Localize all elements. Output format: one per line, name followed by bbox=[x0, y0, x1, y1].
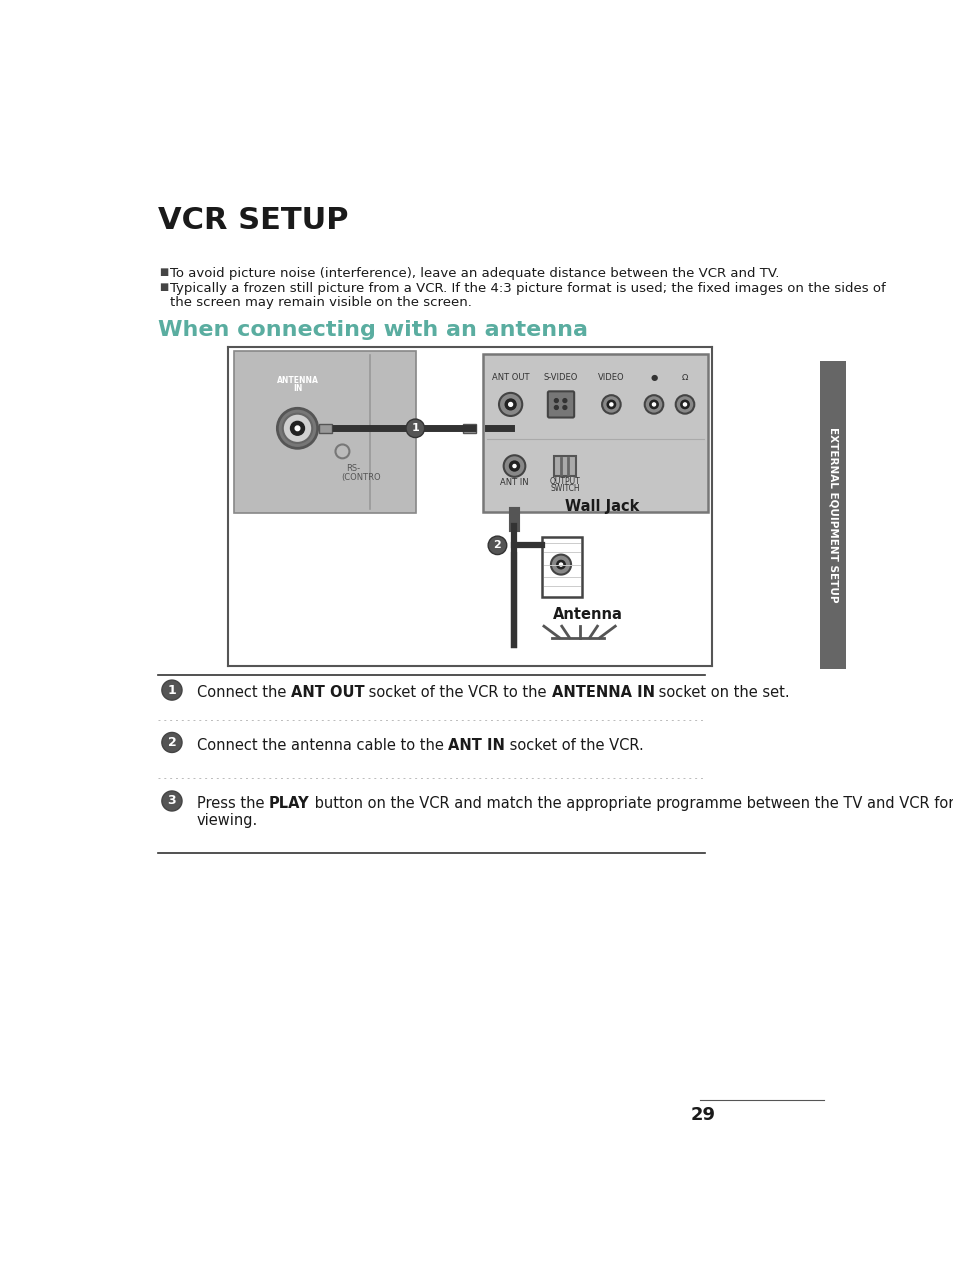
Bar bbox=[319, 424, 332, 432]
Bar bbox=[554, 457, 575, 476]
Circle shape bbox=[282, 413, 312, 443]
Circle shape bbox=[488, 536, 506, 555]
Circle shape bbox=[682, 403, 686, 406]
Circle shape bbox=[498, 393, 521, 416]
Bar bbox=[233, 351, 416, 513]
Text: socket of the VCR to the: socket of the VCR to the bbox=[364, 686, 551, 701]
Text: socket on the set.: socket on the set. bbox=[654, 686, 789, 701]
Circle shape bbox=[644, 396, 662, 413]
Bar bbox=[819, 360, 845, 669]
Circle shape bbox=[513, 464, 516, 468]
Text: ANT IN: ANT IN bbox=[499, 478, 528, 487]
Text: Connect the antenna cable to the: Connect the antenna cable to the bbox=[196, 738, 448, 753]
Text: button on the VCR and match the appropriate programme between the TV and VCR for: button on the VCR and match the appropri… bbox=[309, 796, 953, 812]
Text: 29: 29 bbox=[690, 1105, 716, 1124]
Text: Ω: Ω bbox=[681, 373, 687, 382]
Circle shape bbox=[562, 398, 566, 402]
Text: OUTPUT: OUTPUT bbox=[549, 477, 579, 486]
Circle shape bbox=[508, 402, 512, 406]
Text: Wall Jack: Wall Jack bbox=[564, 500, 639, 514]
Text: the screen may remain visible on the screen.: the screen may remain visible on the scr… bbox=[171, 296, 472, 309]
Text: ANT OUT: ANT OUT bbox=[492, 373, 529, 382]
Text: VCR SETUP: VCR SETUP bbox=[158, 206, 348, 235]
FancyBboxPatch shape bbox=[547, 392, 574, 417]
Text: SWITCH: SWITCH bbox=[550, 485, 579, 494]
Text: EXTERNAL EQUIPMENT SETUP: EXTERNAL EQUIPMENT SETUP bbox=[827, 427, 837, 602]
Text: ANT IN: ANT IN bbox=[448, 738, 504, 753]
Circle shape bbox=[558, 563, 562, 566]
Text: 1: 1 bbox=[168, 683, 176, 697]
Text: ANT OUT: ANT OUT bbox=[291, 686, 364, 701]
Text: socket of the VCR.: socket of the VCR. bbox=[504, 738, 643, 753]
Text: VIDEO: VIDEO bbox=[598, 373, 624, 382]
Text: 1: 1 bbox=[411, 424, 418, 434]
Circle shape bbox=[562, 406, 566, 410]
Circle shape bbox=[680, 401, 688, 408]
Circle shape bbox=[277, 408, 317, 448]
Circle shape bbox=[609, 403, 612, 406]
Bar bbox=[463, 424, 476, 432]
Circle shape bbox=[607, 401, 615, 408]
Text: ■: ■ bbox=[159, 267, 169, 276]
Text: Connect the: Connect the bbox=[196, 686, 291, 701]
Circle shape bbox=[550, 555, 571, 575]
Circle shape bbox=[554, 406, 558, 410]
Text: ANTENNA: ANTENNA bbox=[276, 377, 318, 385]
Text: viewing.: viewing. bbox=[196, 813, 257, 828]
Circle shape bbox=[162, 733, 182, 753]
Circle shape bbox=[509, 462, 518, 471]
Text: S-VIDEO: S-VIDEO bbox=[543, 373, 578, 382]
Text: IN: IN bbox=[293, 384, 302, 393]
Text: 2: 2 bbox=[168, 736, 176, 749]
Circle shape bbox=[675, 396, 694, 413]
Bar bbox=[541, 537, 581, 597]
Text: Typically a frozen still picture from a VCR. If the 4:3 picture format is used; : Typically a frozen still picture from a … bbox=[171, 282, 885, 295]
Text: 3: 3 bbox=[168, 795, 176, 808]
Text: (CONTRO: (CONTRO bbox=[340, 473, 380, 482]
Circle shape bbox=[601, 396, 620, 413]
Text: 2: 2 bbox=[493, 541, 500, 551]
Text: Press the: Press the bbox=[196, 796, 269, 812]
Text: Antenna: Antenna bbox=[553, 607, 622, 622]
Circle shape bbox=[554, 398, 558, 402]
Circle shape bbox=[162, 681, 182, 700]
Circle shape bbox=[652, 403, 655, 406]
Text: When connecting with an antenna: When connecting with an antenna bbox=[158, 321, 587, 341]
Circle shape bbox=[505, 399, 516, 410]
Text: RS-: RS- bbox=[346, 464, 360, 473]
Text: ■: ■ bbox=[159, 282, 169, 293]
Circle shape bbox=[162, 791, 182, 812]
Circle shape bbox=[291, 421, 304, 435]
Circle shape bbox=[503, 455, 525, 477]
Circle shape bbox=[294, 426, 299, 431]
Text: ●: ● bbox=[650, 373, 657, 382]
Circle shape bbox=[557, 561, 564, 569]
Circle shape bbox=[649, 401, 658, 408]
Text: To avoid picture noise (interference), leave an adequate distance between the VC: To avoid picture noise (interference), l… bbox=[171, 267, 779, 280]
Text: ANTENNA IN: ANTENNA IN bbox=[551, 686, 654, 701]
Text: PLAY: PLAY bbox=[269, 796, 309, 812]
Bar bbox=[483, 355, 707, 513]
Circle shape bbox=[406, 418, 424, 438]
